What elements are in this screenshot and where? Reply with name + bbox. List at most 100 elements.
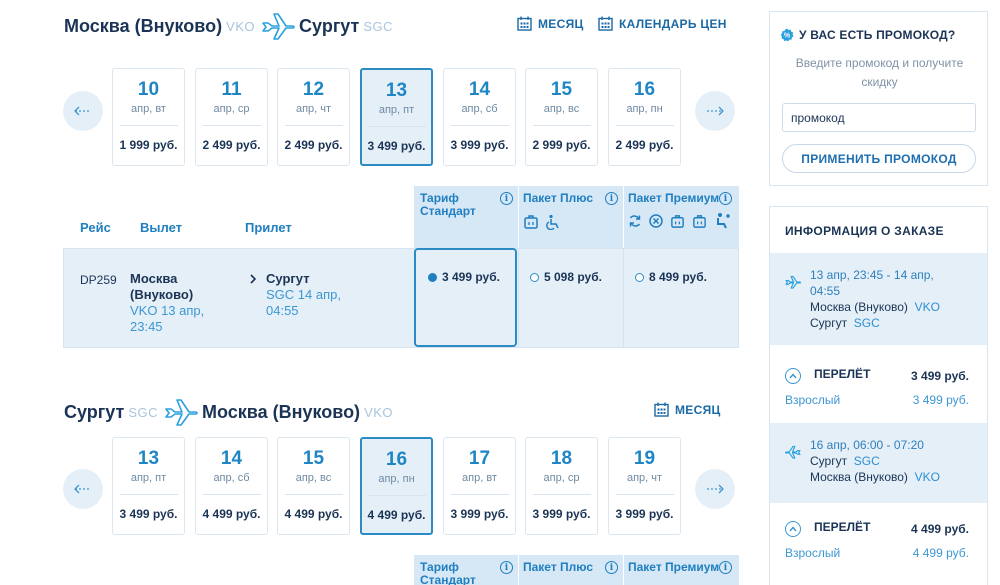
date-price: 4 499 руб. — [367, 508, 426, 522]
flight-row[interactable] — [63, 248, 739, 348]
date-option[interactable]: 15 апр, вс 4 499 руб. — [277, 437, 350, 535]
prev-dates-button[interactable] — [63, 91, 103, 131]
segment-to-city: Москва (Внуково) — [810, 470, 908, 484]
date-price: 2 999 руб. — [532, 138, 591, 152]
fare-premium-option[interactable]: 8 499 руб. — [635, 270, 707, 284]
plane-icon — [262, 13, 295, 40]
chevron-up-icon[interactable] — [785, 368, 801, 384]
info-icon[interactable]: i — [605, 192, 618, 205]
date-option[interactable]: 14 апр, сб 3 999 руб. — [443, 68, 516, 166]
date-option[interactable]: 13 апр, пт 3 499 руб. — [112, 437, 185, 535]
calendar-icon — [654, 402, 669, 417]
divider — [518, 248, 519, 348]
tariff-plus-label: Пакет Плюс — [523, 560, 594, 574]
divider — [202, 125, 261, 126]
date-day: 17 — [468, 448, 491, 469]
outbound-from-code: VKO — [226, 18, 256, 34]
return-tariff-standard-header[interactable]: Тариф Стандарт i — [414, 555, 518, 585]
date-option[interactable]: 11 апр, ср 2 499 руб. — [195, 68, 268, 166]
return-tariff-premium-header[interactable]: Пакет Премиум i — [624, 555, 739, 585]
info-icon[interactable]: i — [500, 192, 513, 205]
segment-to-code: SGC — [853, 316, 880, 330]
date-weekday: апр, пт — [130, 472, 167, 484]
divider — [367, 495, 426, 496]
tariff-plus-header[interactable]: Пакет Плюс i — [519, 186, 623, 248]
segment-fare-price: 4 499 руб. — [911, 522, 969, 536]
info-icon[interactable]: i — [500, 561, 513, 574]
outbound-from-city: Москва (Внуково) — [64, 15, 223, 36]
seat-icon — [717, 213, 730, 229]
arrow-left-icon — [74, 484, 91, 494]
date-weekday: апр, вс — [295, 472, 332, 484]
segment-to-city: Сургут — [810, 316, 848, 330]
return-from-city: Сургут — [64, 401, 125, 422]
departure-info: Москва (Внуково) VKO 13 апр, 23:45 — [130, 271, 230, 335]
departure-code-date: VKO 13 апр, — [130, 303, 205, 318]
divider — [532, 125, 591, 126]
segment-to-code: VKO — [914, 470, 940, 484]
arrival-info: Сургут SGC 14 апр, 04:55 — [266, 271, 366, 319]
calendar-link-label: КАЛЕНДАРЬ ЦЕН — [619, 16, 727, 31]
order-segment-return: 16 апр, 06:00 - 07:20 Сургут SGC Москва … — [770, 423, 987, 503]
next-dates-button[interactable] — [695, 469, 735, 509]
date-price: 2 499 руб. — [615, 138, 674, 152]
fare-standard-price: 3 499 руб. — [442, 270, 500, 284]
promo-code-input[interactable]: промокод — [782, 103, 976, 132]
date-day: 13 — [385, 80, 408, 101]
fare-standard-option[interactable]: 3 499 руб. — [414, 248, 517, 347]
date-day: 12 — [302, 79, 325, 100]
outbound-month-link[interactable]: МЕСЯЦ — [517, 16, 584, 31]
date-option[interactable]: 12 апр, чт 2 499 руб. — [277, 68, 350, 166]
next-dates-button[interactable] — [695, 91, 735, 131]
segment-fare-label: ПЕРЕЛЁТ — [814, 520, 871, 534]
outbound-to-city: Сургут — [299, 15, 360, 36]
promo-panel: % У ВАС ЕСТЬ ПРОМОКОД? Введите промокод … — [769, 11, 988, 186]
promo-header: % У ВАС ЕСТЬ ПРОМОКОД? — [780, 28, 955, 42]
date-option-selected[interactable]: 16 апр, пн 4 499 руб. — [360, 437, 433, 535]
divider — [450, 125, 509, 126]
date-option[interactable]: 18 апр, ср 3 999 руб. — [525, 437, 598, 535]
date-option[interactable]: 16 апр, пн 2 499 руб. — [608, 68, 681, 166]
date-day: 10 — [137, 79, 160, 100]
arrow-right-icon — [707, 106, 724, 116]
date-day: 18 — [550, 448, 573, 469]
date-option-selected[interactable]: 13 апр, пт 3 499 руб. — [360, 68, 433, 166]
apply-promo-button[interactable]: ПРИМЕНИТЬ ПРОМОКОД — [782, 144, 976, 173]
refund-icon — [649, 214, 663, 228]
departure-city-airport: (Внуково) — [130, 287, 194, 302]
date-weekday: апр, пн — [378, 473, 415, 485]
calendar-icon — [517, 16, 532, 31]
prev-dates-button[interactable] — [63, 469, 103, 509]
info-icon[interactable]: i — [719, 561, 732, 574]
return-month-link[interactable]: МЕСЯЦ — [654, 402, 721, 417]
date-option[interactable]: 10 апр, вт 1 999 руб. — [112, 68, 185, 166]
segment-from: Сургут SGC — [810, 453, 985, 469]
segment-date-line1: 16 апр, 06:00 - 07:20 — [810, 438, 924, 452]
date-price: 2 499 руб. — [202, 138, 261, 152]
segment-date-line2: 04:55 — [810, 284, 841, 298]
date-weekday: апр, ср — [213, 103, 250, 115]
info-icon[interactable]: i — [605, 561, 618, 574]
tariff-standard-label-line1: Тариф — [420, 560, 459, 574]
date-option[interactable]: 17 апр, вт 3 999 руб. — [443, 437, 516, 535]
tariff-premium-header[interactable]: Пакет Премиум i — [624, 186, 739, 248]
tariff-standard-header[interactable]: Тариф Стандарт i — [414, 186, 518, 248]
tariff-premium-label: Пакет Премиум — [628, 560, 720, 574]
divider — [119, 125, 178, 126]
date-option[interactable]: 14 апр, сб 4 499 руб. — [195, 437, 268, 535]
tariff-premium-label: Пакет Премиум — [628, 191, 720, 205]
promo-hint-line1: Введите промокод и получите — [795, 56, 964, 70]
fare-plus-option[interactable]: 5 098 руб. — [530, 270, 602, 284]
date-weekday: апр, пн — [626, 103, 663, 115]
date-option[interactable]: 15 апр, вс 2 999 руб. — [525, 68, 598, 166]
chevron-up-icon[interactable] — [785, 521, 801, 537]
flight-number: DP259 — [80, 273, 117, 287]
price-calendar-link[interactable]: КАЛЕНДАРЬ ЦЕН — [598, 16, 727, 31]
date-option[interactable]: 19 апр, чт 3 999 руб. — [608, 437, 681, 535]
order-info-panel: ИНФОРМАЦИЯ О ЗАКАЗЕ 13 апр, 23:45 - 14 а… — [769, 206, 988, 585]
info-icon[interactable]: i — [719, 192, 732, 205]
divider — [450, 494, 509, 495]
date-weekday: апр, пт — [378, 104, 415, 116]
return-tariff-plus-header[interactable]: Пакет Плюс i — [519, 555, 623, 585]
segment-details: 13 апр, 23:45 - 14 апр, 04:55 Москва (Вн… — [810, 267, 985, 331]
